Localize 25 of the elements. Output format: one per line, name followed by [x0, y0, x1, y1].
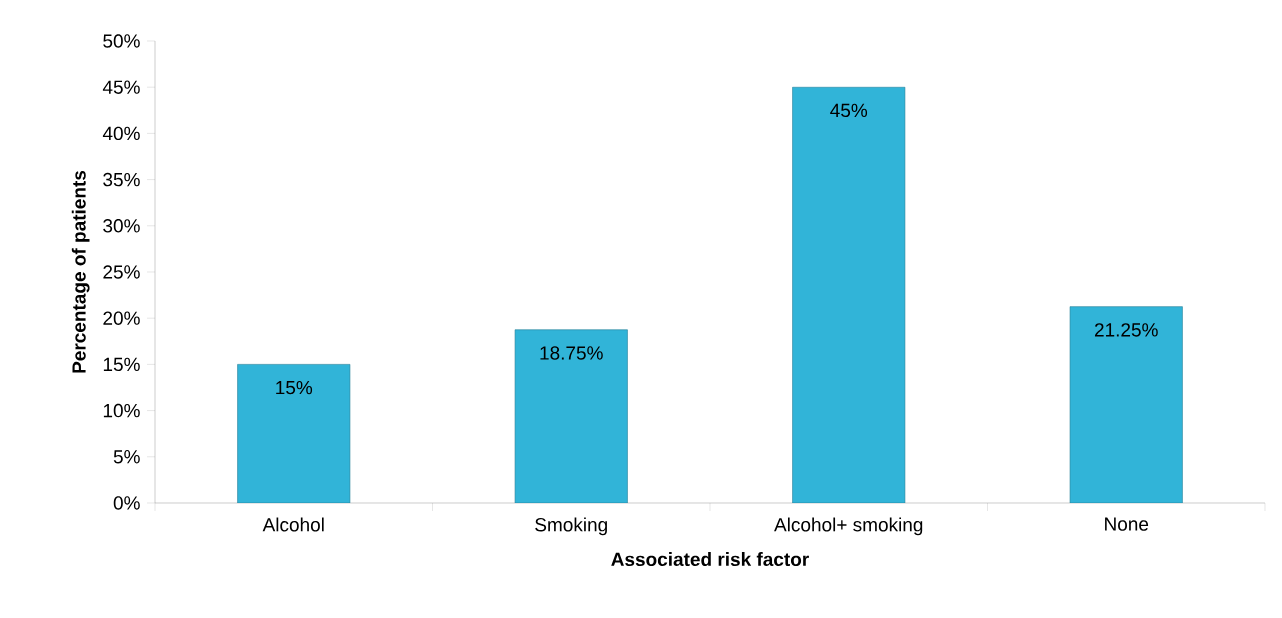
- y-tick-label: 0%: [113, 496, 140, 510]
- data-label: 18.75%: [540, 346, 603, 360]
- y-tick-label: 15%: [103, 357, 140, 372]
- bar: [792, 86, 906, 503]
- y-tick-label: 5%: [113, 450, 140, 464]
- data-label: 15%: [276, 380, 313, 395]
- x-tick-label: Alcohol: [262, 517, 324, 532]
- y-tick-label: 30%: [103, 219, 140, 233]
- y-tick-label: 45%: [102, 80, 140, 94]
- bar: [1069, 306, 1183, 503]
- y-tick-label: 10%: [103, 403, 140, 418]
- x-tick-label: None: [1105, 517, 1149, 531]
- x-axis-title: Associated risk factor: [611, 552, 809, 567]
- y-tick-label: 20%: [103, 311, 140, 325]
- y-tick-label: 50%: [103, 34, 140, 48]
- y-tick-label: 25%: [103, 265, 140, 279]
- y-axis-title: Percentage of patients: [71, 170, 90, 373]
- x-tick-label: Smoking: [535, 517, 607, 536]
- y-tick-label: 40%: [102, 126, 140, 141]
- data-label: 21.25%: [1094, 323, 1158, 337]
- y-tick-label: 35%: [103, 172, 140, 187]
- bar: [237, 364, 351, 503]
- x-tick-label: Alcohol+ smoking: [774, 517, 923, 536]
- bar: [514, 329, 628, 503]
- data-label: 45%: [830, 103, 868, 118]
